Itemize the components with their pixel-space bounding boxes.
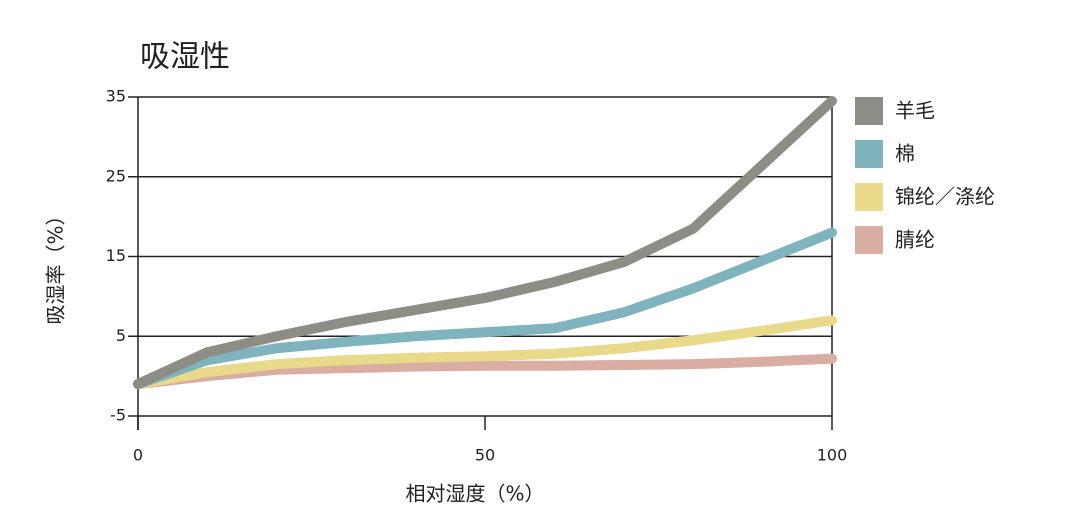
legend-label: 腈纶 xyxy=(895,228,935,252)
y-tick-label: 15 xyxy=(106,246,126,265)
y-axis-label: 吸湿率（%） xyxy=(44,205,68,324)
series-line xyxy=(133,227,837,390)
series-line xyxy=(133,95,837,390)
x-tick-label: 50 xyxy=(475,446,495,465)
x-tick-label: 100 xyxy=(817,446,848,465)
x-tick-label: 0 xyxy=(133,446,143,465)
legend-label: 羊毛 xyxy=(895,99,935,123)
legend-swatch xyxy=(855,183,883,211)
legend-swatch xyxy=(855,226,883,254)
legend-swatch xyxy=(855,140,883,168)
y-tick-label: -5 xyxy=(110,406,126,425)
y-tick-label: 25 xyxy=(106,166,126,185)
chart-title: 吸湿性 xyxy=(140,40,230,75)
legend-swatch xyxy=(855,97,883,125)
legend-label: 棉 xyxy=(895,142,915,166)
x-axis-label: 相对湿度（%） xyxy=(405,482,544,506)
series-line xyxy=(133,353,837,390)
y-tick-label: 5 xyxy=(116,326,126,345)
y-tick-label: 35 xyxy=(106,87,126,106)
legend-label: 锦纶／涤纶 xyxy=(895,185,995,209)
series-line xyxy=(133,315,837,390)
